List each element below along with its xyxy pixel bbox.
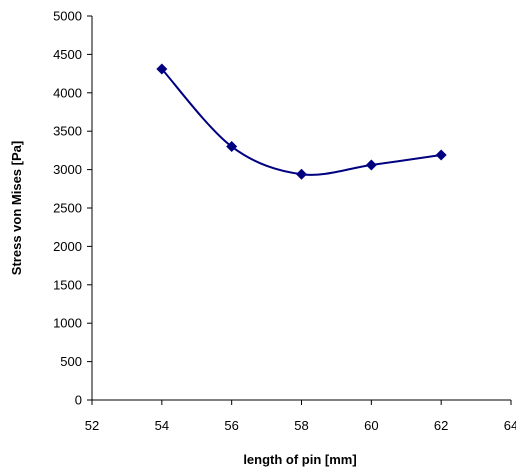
y-axis-title: Stress von Mises [Pa] <box>9 141 24 275</box>
x-tick-label: 52 <box>85 418 99 433</box>
data-points <box>156 63 446 179</box>
series-line <box>162 69 441 175</box>
y-tick-label: 2500 <box>53 201 82 216</box>
y-tick-label: 1500 <box>53 277 82 292</box>
y-tick-label: 0 <box>75 393 82 408</box>
data-point-marker <box>366 159 377 170</box>
y-tick-label: 3000 <box>53 162 82 177</box>
x-tick-label: 64 <box>504 418 516 433</box>
y-axis-ticks: 0 500 1000 1500 2000 2500 3000 3500 4000 4500 5000 <box>53 9 92 408</box>
y-tick-label: 1000 <box>53 316 82 331</box>
x-tick-label: 56 <box>224 418 238 433</box>
y-tick-label: 4500 <box>53 47 82 62</box>
x-tick-label: 62 <box>434 418 448 433</box>
x-tick-label: 54 <box>155 418 169 433</box>
x-axis-ticks: 52 54 56 58 60 62 64 <box>85 400 516 433</box>
x-axis-title: length of pin [mm] <box>243 452 356 467</box>
y-tick-label: 2000 <box>53 239 82 254</box>
y-tick-label: 5000 <box>53 9 82 24</box>
data-point-marker <box>436 150 447 161</box>
data-point-marker <box>296 169 307 180</box>
y-tick-label: 4000 <box>53 85 82 100</box>
y-tick-label: 500 <box>60 354 82 369</box>
x-tick-label: 58 <box>294 418 308 433</box>
y-tick-label: 3500 <box>53 124 82 139</box>
x-tick-label: 60 <box>364 418 378 433</box>
